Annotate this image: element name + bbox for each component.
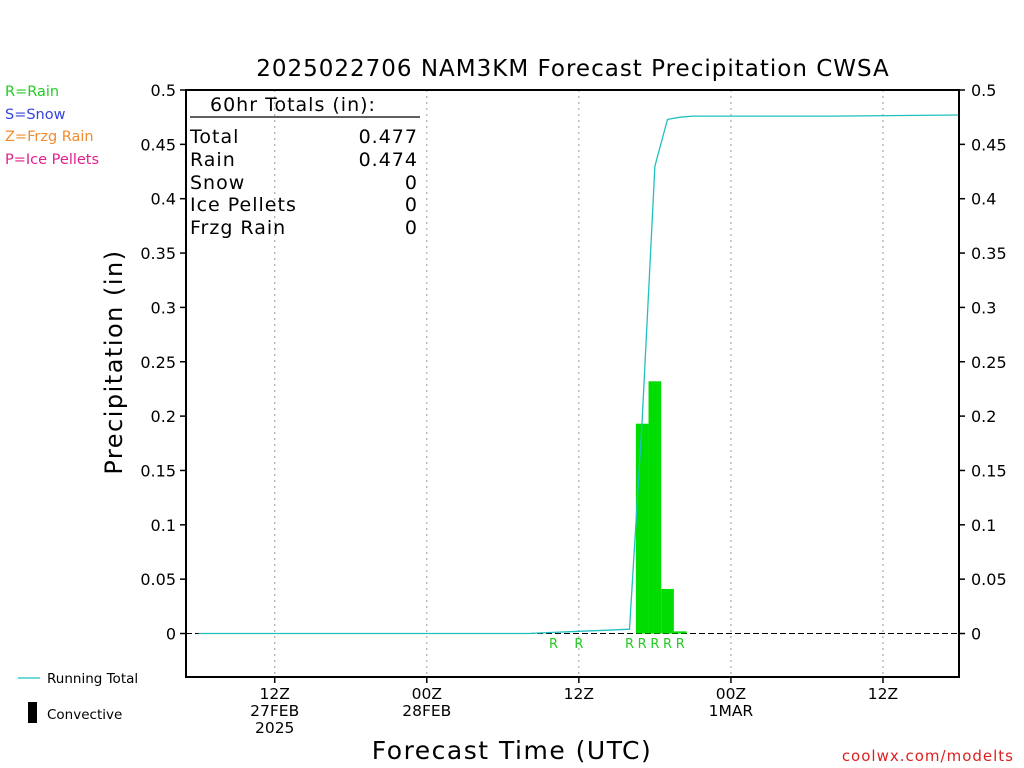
- y-tick-label-left-2: 0.1: [151, 516, 176, 535]
- y-tick-label-right-7: 0.35: [971, 244, 1007, 263]
- precip-type-marker-5: R: [663, 637, 672, 652]
- precip-type-marker-4: R: [650, 637, 659, 652]
- y-tick-label-right-9: 0.45: [971, 135, 1007, 154]
- totals-label-total: Total: [189, 126, 239, 148]
- y-tick-label-right-3: 0.15: [971, 461, 1007, 480]
- y-tick-label-right-2: 0.1: [971, 516, 996, 535]
- x-tick-label-1-line1: 00Z: [412, 685, 442, 703]
- y-tick-label-right-4: 0.2: [971, 407, 996, 426]
- precip-bar-2: [661, 588, 674, 634]
- y-tick-label-right-1: 0.05: [971, 570, 1007, 589]
- y-tick-label-right-8: 0.4: [971, 190, 996, 209]
- y-tick-label-right-6: 0.3: [971, 298, 996, 317]
- x-tick-label-4-line1: 12Z: [868, 685, 898, 703]
- y-tick-label-left-7: 0.35: [140, 244, 176, 263]
- totals-box: 60hr Totals (in): Total 0.477 Rain 0.474…: [189, 94, 420, 239]
- legend-snow: S=Snow: [5, 107, 66, 123]
- y-tick-label-left-10: 0.5: [151, 81, 176, 100]
- totals-heading: 60hr Totals (in):: [210, 94, 376, 116]
- totals-value-ice-pellets: 0: [405, 194, 418, 216]
- running-total-layer: [198, 114, 960, 635]
- totals-value-total: 0.477: [359, 126, 418, 148]
- y-tick-label-left-1: 0.05: [140, 570, 176, 589]
- precip-bars: [635, 381, 687, 634]
- plot-frame: [185, 89, 960, 678]
- y-tick-label-left-3: 0.15: [140, 461, 176, 480]
- type-code-legend: R=Rain S=Snow Z=Frzg Rain P=Ice Pellets: [5, 84, 99, 168]
- y-tick-label-left-8: 0.4: [151, 190, 176, 209]
- legend-ice-pellets: P=Ice Pellets: [5, 152, 99, 168]
- totals-label-ice-pellets: Ice Pellets: [190, 194, 297, 216]
- y-tick-label-left-5: 0.25: [140, 353, 176, 372]
- totals-label-snow: Snow: [190, 172, 245, 194]
- x-tick-label-2-line1: 12Z: [564, 685, 594, 703]
- source-watermark: coolwx.com/modelts: [842, 747, 1014, 765]
- axes: 0 00.05 0.050.1 0.10.15 0.150.2 0.20.25 0.250.…: [140, 81, 1006, 737]
- y-axis-label: Precipitation (in): [100, 249, 128, 474]
- convective-legend-swatch: [28, 702, 37, 723]
- x-tick-label-0-line3: 2025: [255, 719, 294, 737]
- x-tick-label-3-line1: 00Z: [716, 685, 746, 703]
- precip-type-marker-0: R: [549, 637, 558, 652]
- y-tick-label-left-0: 0: [166, 625, 176, 644]
- totals-label-rain: Rain: [190, 149, 236, 171]
- grid-lines: [186, 90, 959, 677]
- precip-type-marker-1: R: [574, 637, 583, 652]
- chart-title: 2025022706 NAM3KM Forecast Precipitation…: [256, 56, 890, 82]
- y-tick-label-right-0: 0: [971, 625, 981, 644]
- running-total-legend-label: Running Total: [47, 671, 138, 687]
- precip-bar-3: [673, 631, 687, 634]
- y-tick-label-right-10: 0.5: [971, 81, 996, 100]
- legend-freezing-rain: Z=Frzg Rain: [5, 129, 94, 145]
- x-tick-label-1-line2: 28FEB: [402, 702, 451, 720]
- precip-bar-1: [648, 381, 662, 634]
- y-tick-label-left-4: 0.2: [151, 407, 176, 426]
- totals-value-snow: 0: [405, 172, 418, 194]
- y-tick-label-right-5: 0.25: [971, 353, 1007, 372]
- precip-type-marker-3: R: [638, 637, 647, 652]
- legend-rain: R=Rain: [5, 84, 59, 100]
- series-legend: Running Total Convective: [18, 671, 138, 723]
- totals-value-freezing-rain: 0: [405, 217, 418, 239]
- y-tick-label-left-6: 0.3: [151, 298, 176, 317]
- x-tick-label-3-line2: 1MAR: [709, 702, 754, 720]
- x-tick-label-0-line1: 12Z: [260, 685, 290, 703]
- precip-bar-0: [635, 423, 649, 634]
- x-axis-label: Forecast Time (UTC): [372, 736, 652, 765]
- totals-label-freezing-rain: Frzg Rain: [190, 217, 286, 239]
- x-tick-label-0-line2: 27FEB: [250, 702, 299, 720]
- precip-type-marker-2: R: [625, 637, 634, 652]
- convective-legend-label: Convective: [47, 707, 122, 723]
- y-tick-label-left-9: 0.45: [140, 135, 176, 154]
- running-total-line: [198, 114, 960, 635]
- precip-type-marker-6: R: [676, 637, 685, 652]
- totals-value-rain: 0.474: [359, 149, 418, 171]
